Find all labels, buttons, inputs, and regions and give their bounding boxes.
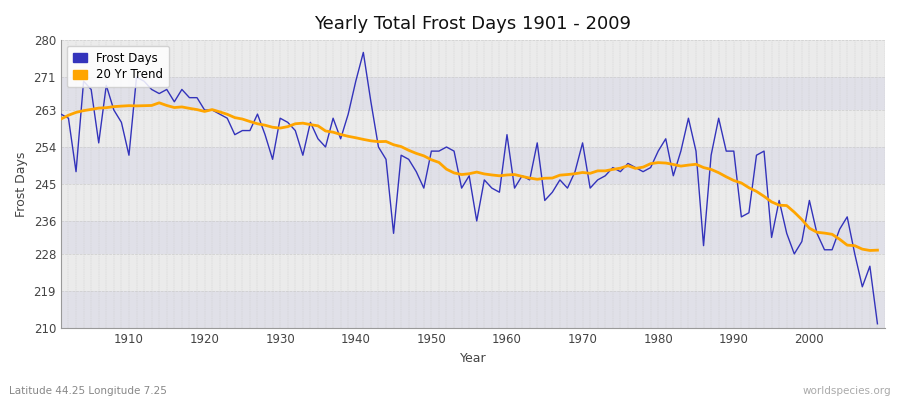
Bar <box>61 254 885 291</box>
Bar <box>61 291 885 328</box>
20 Yr Trend <box>600 168 611 173</box>
20 Yr Trend <box>509 172 520 177</box>
Legend: Frost Days, 20 Yr Trend: Frost Days, 20 Yr Trend <box>67 46 169 87</box>
Bar <box>61 221 885 254</box>
Frost Days <box>328 116 338 121</box>
Bar <box>61 77 885 110</box>
20 Yr Trend <box>56 117 67 122</box>
20 Yr Trend <box>336 132 346 137</box>
Line: 20 Yr Trend: 20 Yr Trend <box>61 103 878 250</box>
Bar <box>61 147 885 184</box>
Bar <box>61 40 885 77</box>
Frost Days <box>600 173 611 178</box>
Frost Days <box>358 50 369 55</box>
Frost Days <box>872 321 883 326</box>
Text: worldspecies.org: worldspecies.org <box>803 386 891 396</box>
Text: Latitude 44.25 Longitude 7.25: Latitude 44.25 Longitude 7.25 <box>9 386 166 396</box>
20 Yr Trend <box>501 172 512 177</box>
Y-axis label: Frost Days: Frost Days <box>15 151 28 217</box>
Frost Days <box>56 112 67 116</box>
20 Yr Trend <box>872 248 883 252</box>
Bar <box>61 110 885 147</box>
Line: Frost Days: Frost Days <box>61 52 878 324</box>
Frost Days <box>283 120 293 125</box>
X-axis label: Year: Year <box>460 352 486 365</box>
20 Yr Trend <box>290 121 301 126</box>
20 Yr Trend <box>116 104 127 108</box>
Bar <box>61 184 885 221</box>
20 Yr Trend <box>154 100 165 105</box>
20 Yr Trend <box>865 248 876 253</box>
Title: Yearly Total Frost Days 1901 - 2009: Yearly Total Frost Days 1901 - 2009 <box>314 15 632 33</box>
Frost Days <box>116 120 127 125</box>
Frost Days <box>509 186 520 190</box>
Frost Days <box>501 132 512 137</box>
